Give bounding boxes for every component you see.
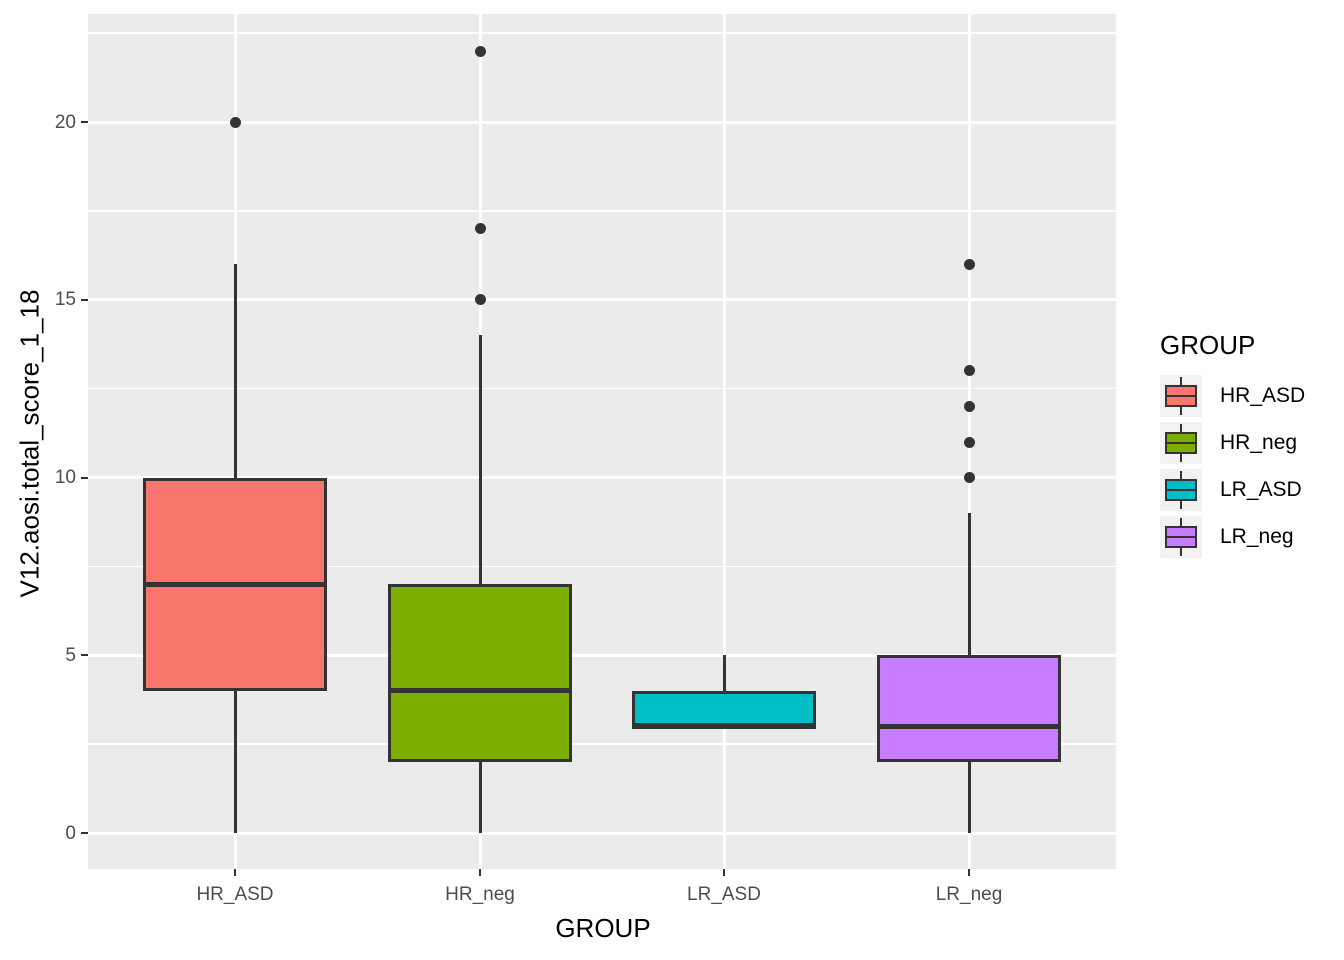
outlier-point: [474, 294, 486, 306]
gridline-minor: [88, 210, 1116, 212]
legend-title: GROUP: [1160, 330, 1256, 360]
legend-key-whisker-top: [1180, 424, 1182, 432]
outlier-point: [963, 365, 975, 377]
gridline-minor: [88, 565, 1116, 568]
legend-entry-label: HR_ASD: [1220, 384, 1306, 407]
median-line: [632, 723, 816, 729]
x-tick-mark: [968, 869, 970, 876]
legend: GROUP HR_ASD HR_neg LR_ASD LR_neg: [1160, 330, 1305, 563]
x-tick-mark: [479, 869, 481, 876]
legend-key-whisker-bottom: [1180, 501, 1182, 509]
outlier-point: [963, 401, 975, 412]
y-tick-mark: [81, 654, 88, 657]
gridline-major: [88, 298, 1116, 302]
legend-key-whisker-top: [1180, 471, 1182, 479]
gridline-minor: [88, 32, 1116, 34]
outlier-point: [963, 436, 975, 448]
x-tick-mark: [723, 869, 725, 876]
y-tick-mark: [81, 476, 88, 479]
gridline-major: [88, 120, 1116, 124]
x-tick-label: HR_ASD: [196, 884, 274, 905]
legend-entry-label: HR_neg: [1220, 431, 1298, 454]
gridline-minor: [88, 743, 1116, 745]
gridline-category: [722, 14, 726, 869]
y-tick-mark: [81, 121, 88, 124]
lower-whisker: [233, 690, 237, 834]
median-line: [877, 723, 1061, 729]
y-tick-mark: [81, 832, 88, 835]
x-tick-label: HR_neg: [445, 884, 515, 905]
legend-key-whisker-bottom: [1180, 407, 1182, 415]
outlier-point: [474, 45, 486, 57]
legend-entries: HR_ASD HR_neg LR_ASD LR_neg: [1160, 375, 1305, 558]
plot-panel: [88, 14, 1116, 869]
legend-key-whisker-bottom: [1180, 454, 1182, 462]
legend-entry: LR_neg: [1160, 516, 1305, 558]
median-line: [388, 688, 572, 694]
upper-whisker: [478, 335, 482, 585]
upper-whisker: [233, 264, 237, 478]
legend-key-median: [1165, 536, 1197, 538]
box-lr_neg: [877, 655, 1061, 762]
y-tick-label: 0: [65, 822, 76, 844]
upper-whisker: [722, 655, 726, 691]
lower-whisker: [478, 762, 482, 834]
outlier-point: [474, 223, 486, 235]
legend-entry-label: LR_ASD: [1220, 478, 1302, 501]
x-tick-mark: [234, 869, 236, 876]
box-lr_asd: [632, 690, 816, 727]
lower-whisker: [967, 762, 971, 834]
outlier-point: [963, 258, 975, 270]
gridline-major: [88, 653, 1116, 657]
y-tick-label: 5: [65, 644, 76, 666]
legend-key-median: [1165, 442, 1197, 444]
legend-key-glyph: [1160, 469, 1202, 511]
median-line: [143, 581, 327, 587]
y-tick-label: 15: [54, 289, 76, 311]
y-tick-label: 10: [54, 467, 76, 489]
box-hr_neg: [388, 584, 572, 762]
legend-entry: LR_ASD: [1160, 469, 1305, 511]
legend-key-glyph: [1160, 516, 1202, 558]
upper-whisker: [967, 513, 971, 656]
y-tick-label: 20: [54, 111, 76, 133]
legend-key-glyph: [1160, 422, 1202, 464]
legend-entry: HR_ASD: [1160, 375, 1305, 417]
legend-entry-label: LR_neg: [1220, 525, 1294, 548]
y-axis-title: V12.aosi.total_score_1_18: [14, 289, 45, 598]
gridline-minor: [88, 387, 1116, 390]
gridline-major: [88, 831, 1116, 835]
legend-entry: HR_neg: [1160, 422, 1305, 464]
x-tick-label: LR_ASD: [687, 884, 761, 905]
legend-key-whisker-top: [1180, 377, 1182, 385]
legend-key-glyph: [1160, 375, 1202, 417]
legend-key-whisker-top: [1180, 518, 1182, 526]
outlier-point: [229, 116, 241, 128]
outlier-point: [963, 472, 975, 484]
legend-key-whisker-bottom: [1180, 548, 1182, 556]
legend-key-median: [1165, 489, 1197, 491]
gridline-major: [88, 476, 1116, 480]
x-axis-title: GROUP: [555, 913, 651, 943]
legend-key-median: [1165, 395, 1197, 397]
y-tick-mark: [81, 298, 88, 301]
x-tick-label: LR_neg: [935, 884, 1003, 905]
